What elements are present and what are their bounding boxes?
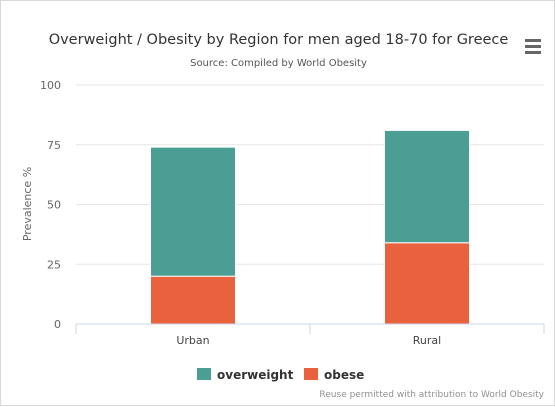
credits-text[interactable]: Reuse permitted with attribution to Worl… [319, 390, 544, 400]
chart-subtitle: Source: Compiled by World Obesity [190, 58, 367, 69]
y-tick-label: 75 [47, 139, 61, 152]
y-axis-ticks: 0 25 50 75 100 [40, 79, 61, 331]
y-axis-label: Prevalence % [21, 167, 34, 241]
chart-title: Overweight / Obesity by Region for men a… [48, 32, 509, 48]
bar-obese-urban[interactable] [150, 275, 236, 325]
legend-swatch [304, 368, 318, 380]
bars [150, 129, 470, 325]
y-tick-label: 25 [47, 258, 61, 271]
legend-label: obese [324, 368, 364, 382]
x-axis: Urban Rural [75, 323, 545, 347]
gridlines [76, 84, 544, 265]
hamburger-menu-icon[interactable] [521, 39, 545, 59]
bar-overweight-urban[interactable] [150, 146, 236, 277]
legend-item-overweight[interactable]: overweight [197, 368, 294, 382]
legend-item-obese[interactable]: obese [304, 368, 364, 382]
y-tick-label: 50 [47, 199, 61, 212]
x-tick-label: Rural [413, 334, 441, 347]
y-tick-label: 100 [40, 79, 61, 92]
bar-overweight-rural[interactable] [384, 129, 470, 244]
y-tick-label: 0 [54, 318, 61, 331]
bar-obese-rural[interactable] [384, 242, 470, 325]
legend-swatch [197, 368, 211, 380]
x-tick-label: Urban [176, 334, 209, 347]
legend-label: overweight [217, 368, 294, 382]
legend: overweight obese [197, 368, 364, 382]
